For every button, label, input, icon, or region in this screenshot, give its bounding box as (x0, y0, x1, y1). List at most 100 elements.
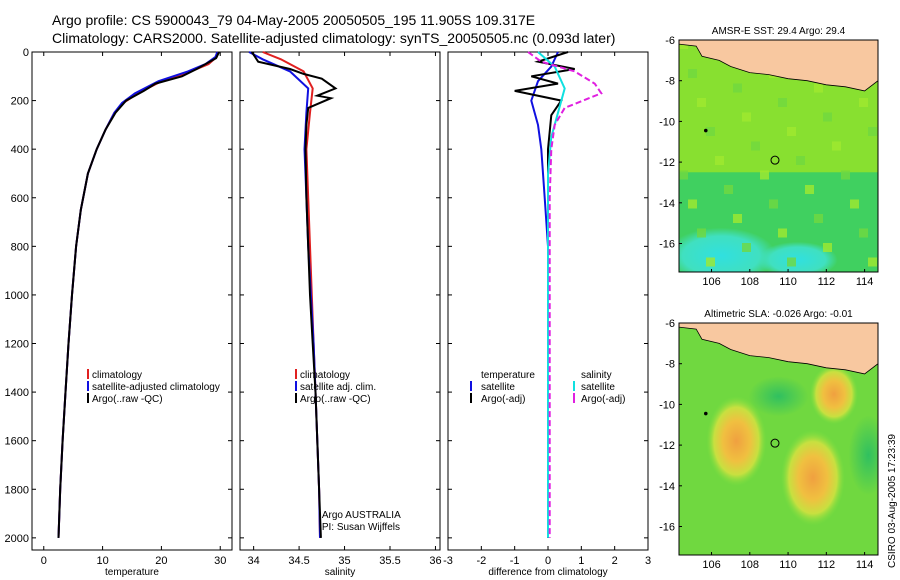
sla-low-eddy (748, 376, 809, 417)
x-tick-label: 35 (338, 555, 350, 567)
sst-pixel (823, 243, 832, 252)
sla-high-eddy (809, 364, 858, 425)
sst-pixel (832, 141, 841, 151)
sla-map-panel: Altimetric SLA: -0.026 Argo: -0.01 106 108… (659, 309, 879, 571)
sst-pixel (688, 69, 697, 78)
sst-pixel (805, 185, 814, 194)
map-title: AMSR-E SST: 29.4 Argo: 29.4 (712, 26, 846, 37)
x-axis-label: salinity (325, 567, 356, 578)
christmas-island (703, 411, 708, 416)
map-y-tick-label: -14 (659, 481, 675, 493)
argo-float-marker (770, 155, 780, 165)
series-salinity-argo-adj- (527, 51, 603, 538)
sst-pixel (859, 98, 868, 107)
land-java (679, 323, 878, 375)
map-y-tick-label: -12 (659, 440, 675, 452)
sla-high-eddy (780, 429, 845, 526)
legend-label: temperature (481, 370, 535, 381)
map-y-tick-label: -10 (659, 116, 675, 128)
x-tick-label: -1 (510, 555, 520, 567)
x-tick-label: -2 (476, 555, 486, 567)
sst-pixel (778, 98, 787, 107)
sst-pixel (814, 214, 823, 223)
map-x-tick-label: 106 (702, 559, 720, 571)
map-field (679, 323, 878, 555)
sst-pixel (706, 127, 715, 136)
y-tick-label: 1800 (5, 484, 29, 496)
y-tick-label: 800 (11, 241, 29, 253)
map-x-tick-label: 106 (702, 276, 720, 288)
sst-pixel (679, 170, 688, 180)
sst-pixel (850, 199, 859, 209)
y-tick-label: 1200 (5, 339, 29, 351)
x-tick-label: 34.5 (288, 555, 309, 567)
sst-pixel (868, 257, 877, 267)
map-y-tick-label: -6 (665, 35, 675, 47)
legend-label: satellite (481, 382, 515, 393)
argo-float-marker (770, 438, 780, 448)
sst-pixel (697, 98, 706, 107)
x-tick-label: 0 (41, 555, 47, 567)
x-tick-label: 1 (578, 555, 584, 567)
legend-label: satellite-adjusted climatology (92, 382, 220, 393)
map-y-tick-label: -16 (659, 522, 675, 534)
sst-pixel (751, 141, 760, 151)
sst-cold-patch (757, 241, 838, 272)
plot-frame (239, 51, 441, 551)
y-tick-label: 400 (11, 144, 29, 156)
sst-pixel (787, 257, 796, 267)
map-x-tick-label: 114 (856, 276, 874, 288)
map-x-tick-label: 112 (818, 559, 836, 571)
series-argo-raw-qc- (250, 51, 338, 538)
x-tick-label: 36 (429, 555, 441, 567)
map-frame (678, 322, 879, 556)
sst-pixel (733, 214, 742, 223)
sst-pixel (814, 83, 823, 93)
sst-pixel (841, 170, 850, 180)
x-tick-label: 10 (96, 555, 108, 567)
difference-panel: -3 -2 -1 0 1 2 3 difference from climatology tem… (443, 51, 651, 578)
x-tick-label: 0 (545, 555, 551, 567)
salinity-panel: 34 34.5 35 35.5 36 salinity climatologysatelli… (239, 51, 442, 578)
land-java (679, 40, 878, 92)
plot-frame (31, 51, 233, 551)
sst-pixel (688, 199, 697, 209)
figure-title-line-1: Argo profile: CS 5900043_79 04-May-2005 … (52, 12, 535, 28)
x-tick-label: 35.5 (379, 555, 400, 567)
series-salinity-satellite (537, 51, 566, 538)
map-title: Altimetric SLA: -0.026 Argo: -0.01 (704, 309, 853, 320)
series-argo-raw-qc- (57, 51, 220, 538)
sla-high-eddy (706, 396, 767, 487)
map-x-tick-label: 110 (779, 276, 797, 288)
sst-pixel (778, 228, 787, 238)
legend-label: Argo(-adj) (481, 394, 525, 405)
legend-label: salinity (581, 370, 612, 381)
legend-label: Argo(..raw -QC) (300, 394, 371, 405)
legend-label: Argo(..raw -QC) (92, 394, 163, 405)
sst-pixel (823, 112, 832, 122)
x-axis-label: temperature (105, 567, 159, 578)
x-tick-label: 3 (645, 555, 651, 567)
legend-label: Argo(-adj) (581, 394, 625, 405)
sst-map-panel: AMSR-E SST: 29.4 Argo: 29.4 106 108 110 112 1… (659, 26, 879, 288)
temperature-panel: 0 10 20 30 temperature 0 200 400 600 800 1000 1200 1… (5, 47, 233, 578)
sst-pixel (724, 185, 733, 194)
map-frame (678, 39, 879, 273)
sst-pixel (787, 127, 796, 136)
legend-label: climatology (300, 370, 350, 381)
legend-label: satellite adj. clim. (300, 382, 376, 393)
y-tick-label: 600 (11, 193, 29, 205)
sst-pixel (742, 243, 751, 252)
map-field (679, 40, 878, 272)
christmas-island (703, 128, 708, 133)
sst-pixel (733, 83, 742, 93)
sst-pixel (859, 228, 868, 238)
y-tick-label: 200 (11, 96, 29, 108)
sst-pixel (715, 156, 724, 165)
x-tick-label: 30 (214, 555, 226, 567)
x-axis-label: difference from climatology (488, 567, 607, 578)
map-x-tick-label: 108 (741, 559, 759, 571)
map-y-tick-label: -14 (659, 198, 675, 210)
timestamp-label: CSIRO 03-Aug-2005 17:23:39 (887, 434, 898, 568)
